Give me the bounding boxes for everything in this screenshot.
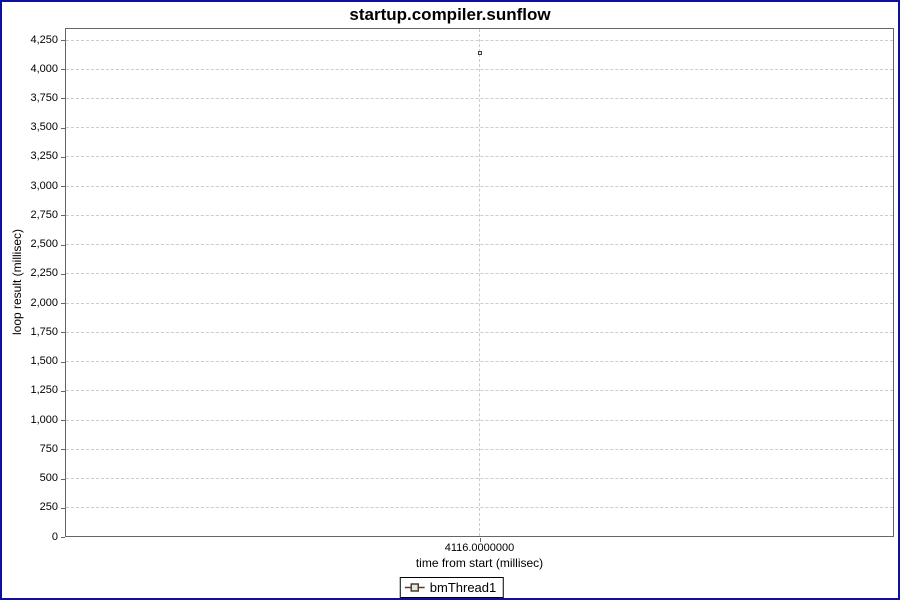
- y-axis-title: loop result (millisec): [10, 228, 24, 336]
- y-tick-label: 3,250: [30, 150, 58, 163]
- y-tick-mark: [61, 361, 65, 363]
- y-tick-label: 2,250: [30, 267, 58, 280]
- y-tick-mark: [61, 69, 65, 71]
- y-tick-mark: [61, 186, 65, 188]
- y-tick-label: 4,000: [30, 62, 58, 75]
- y-tick-label: 3,750: [30, 91, 58, 104]
- y-tick-mark: [61, 215, 65, 217]
- y-tick-label: 4,250: [30, 33, 58, 46]
- x-axis-title: time from start (millisec): [415, 556, 544, 570]
- legend-series-label: bmThread1: [429, 580, 497, 595]
- y-tick-mark: [61, 244, 65, 246]
- y-tick-mark: [61, 507, 65, 509]
- y-tick-label: 0: [51, 530, 58, 543]
- y-tick-mark: [61, 537, 65, 538]
- y-tick-label: 750: [39, 442, 58, 455]
- chart-title: startup.compiler.sunflow: [349, 5, 551, 24]
- y-tick-mark: [61, 98, 65, 100]
- series-marker-icon: [404, 583, 425, 592]
- y-tick-mark: [61, 273, 65, 275]
- y-tick-label: 1,250: [30, 384, 58, 397]
- y-tick-label: 250: [39, 501, 58, 514]
- y-tick-label: 3,000: [30, 179, 58, 192]
- data-point-marker: [477, 51, 482, 56]
- y-tick-label: 3,500: [30, 121, 58, 134]
- y-tick-label: 2,000: [30, 296, 58, 309]
- x-gridline: [479, 29, 480, 536]
- y-tick-label: 1,750: [30, 325, 58, 338]
- y-tick-mark: [61, 390, 65, 392]
- legend: bmThread1: [399, 577, 505, 598]
- y-tick-mark: [61, 420, 65, 422]
- y-tick-label: 2,500: [30, 238, 58, 251]
- y-tick-mark: [61, 332, 65, 334]
- y-tick-mark: [61, 303, 65, 305]
- y-tick-label: 1,500: [30, 355, 58, 368]
- y-tick-label: 2,750: [30, 208, 58, 221]
- y-tick-label: 500: [39, 472, 58, 485]
- y-tick-label: 1,000: [30, 413, 58, 426]
- x-tick-mark: [479, 538, 481, 542]
- y-tick-mark: [61, 478, 65, 480]
- y-tick-mark: [61, 449, 65, 451]
- y-tick-mark: [61, 40, 65, 41]
- x-tick-label: 4116.0000000: [444, 542, 515, 554]
- y-tick-mark: [61, 127, 65, 129]
- y-tick-mark: [61, 156, 65, 158]
